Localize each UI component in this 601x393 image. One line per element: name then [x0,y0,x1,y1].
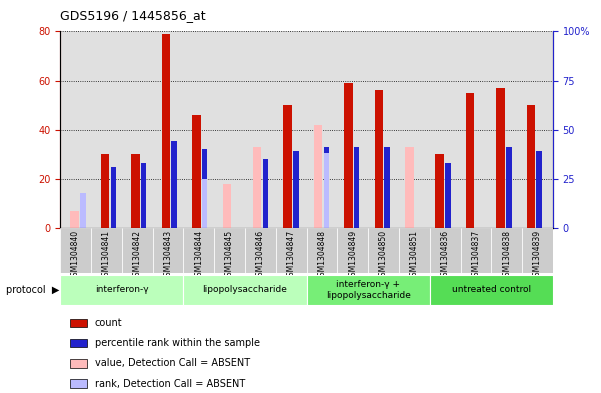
Text: rank, Detection Call = ABSENT: rank, Detection Call = ABSENT [94,379,245,389]
Bar [91,228,121,273]
Text: GSM1304842: GSM1304842 [133,230,142,281]
Bar [60,228,91,273]
Bar [245,228,276,273]
Bar [70,339,87,347]
Bar [537,151,542,228]
Bar [162,34,170,228]
Bar [506,147,511,228]
Text: GSM1304843: GSM1304843 [163,230,172,281]
Bar [111,167,116,228]
Text: GSM1304847: GSM1304847 [287,230,296,281]
Bar [385,147,390,228]
Bar [374,90,383,228]
Text: GSM1304836: GSM1304836 [441,230,450,281]
Text: lipopolysaccharide: lipopolysaccharide [203,285,287,294]
Bar [222,184,231,228]
Text: GSM1304840: GSM1304840 [71,230,80,281]
Text: count: count [94,318,122,328]
Bar [70,359,87,368]
Bar [293,151,299,228]
Bar [496,88,505,228]
Bar [171,141,177,228]
Bar [368,228,399,273]
Bar [202,179,207,228]
Bar [405,147,413,228]
Bar [101,154,109,228]
Bar [202,149,207,228]
Text: untreated control: untreated control [452,285,531,294]
Bar [214,228,245,273]
Bar [526,105,535,228]
Text: GSM1304841: GSM1304841 [102,230,111,281]
Bar [460,228,491,273]
Bar [70,319,87,327]
Bar [430,275,553,305]
Text: GDS5196 / 1445856_at: GDS5196 / 1445856_at [60,9,206,22]
Text: GSM1304850: GSM1304850 [379,230,388,281]
Text: GSM1304839: GSM1304839 [533,230,542,281]
Bar [276,228,307,273]
Bar [307,275,430,305]
Bar [399,228,430,273]
Bar [344,83,353,228]
Text: GSM1304846: GSM1304846 [256,230,265,281]
Bar [80,193,86,228]
Bar [60,275,183,305]
Bar [337,228,368,273]
Bar [153,228,183,273]
Bar [141,163,147,228]
Bar [436,154,444,228]
Bar [70,211,79,228]
Bar [522,228,553,273]
Bar [183,275,307,305]
Text: GSM1304849: GSM1304849 [348,230,357,281]
Bar [430,228,460,273]
Text: interferon-γ: interferon-γ [95,285,148,294]
Text: GSM1304838: GSM1304838 [502,230,511,281]
Bar [70,380,87,388]
Bar [131,154,140,228]
Text: GSM1304837: GSM1304837 [471,230,480,281]
Bar [263,159,268,228]
Bar [314,125,322,228]
Text: GSM1304844: GSM1304844 [194,230,203,281]
Text: GSM1304851: GSM1304851 [410,230,419,281]
Bar [323,147,329,228]
Text: GSM1304848: GSM1304848 [317,230,326,281]
Bar [121,228,153,273]
Bar [323,153,329,228]
Text: percentile rank within the sample: percentile rank within the sample [94,338,260,348]
Bar [183,228,214,273]
Bar [445,163,451,228]
Text: protocol  ▶: protocol ▶ [6,285,59,295]
Bar [354,147,359,228]
Text: value, Detection Call = ABSENT: value, Detection Call = ABSENT [94,358,250,368]
Bar [466,93,474,228]
Text: GSM1304845: GSM1304845 [225,230,234,281]
Bar [307,228,337,273]
Bar [492,228,522,273]
Text: interferon-γ +
lipopolysaccharide: interferon-γ + lipopolysaccharide [326,280,410,299]
Bar [253,147,261,228]
Bar [284,105,292,228]
Bar [192,115,201,228]
